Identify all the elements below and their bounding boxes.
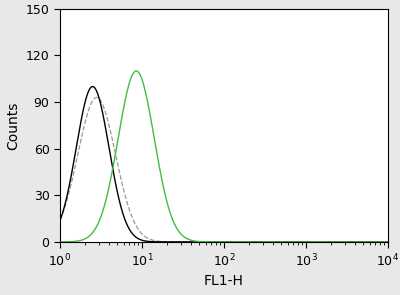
X-axis label: FL1-H: FL1-H	[204, 274, 244, 289]
Y-axis label: Counts: Counts	[6, 101, 20, 150]
